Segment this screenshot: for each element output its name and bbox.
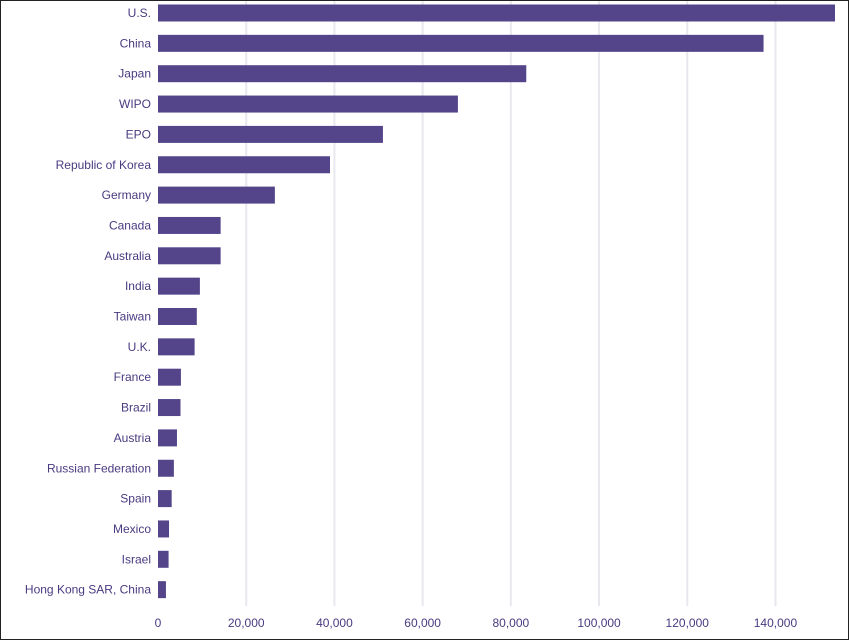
bar[interactable] <box>158 186 275 204</box>
bar[interactable] <box>158 338 195 356</box>
bar[interactable] <box>158 490 172 508</box>
bar[interactable] <box>158 34 764 52</box>
bar[interactable] <box>158 550 169 568</box>
category-label: Australia <box>104 249 151 263</box>
x-tick-label: 100,000 <box>577 616 621 630</box>
category-label: Spain <box>120 492 151 506</box>
bar[interactable] <box>158 308 197 325</box>
category-label: Russian Federation <box>47 461 151 475</box>
x-tick-label: 140,000 <box>754 616 798 630</box>
category-label: India <box>125 279 151 293</box>
category-label: Taiwan <box>114 310 151 324</box>
bar[interactable] <box>158 65 527 83</box>
category-label: France <box>114 370 152 384</box>
bar-layer <box>158 4 835 599</box>
grid-layer <box>245 1 777 606</box>
bar[interactable] <box>158 520 170 538</box>
category-label: EPO <box>126 127 151 141</box>
category-label: Brazil <box>121 401 151 415</box>
bar[interactable] <box>158 459 174 477</box>
x-tick-label: 60,000 <box>404 616 441 630</box>
category-label: U.S. <box>128 6 151 20</box>
category-label: China <box>120 36 152 50</box>
category-labels: U.S. China Japan WIPO EPO Republic of Korea Ge… <box>25 6 151 597</box>
x-tick-label: 20,000 <box>228 616 265 630</box>
category-label: Canada <box>109 218 151 232</box>
bar[interactable] <box>158 429 177 447</box>
category-label: Austria <box>114 431 152 445</box>
bar[interactable] <box>158 277 200 295</box>
bar[interactable] <box>158 581 166 599</box>
x-tick-label: 0 <box>155 616 162 630</box>
bar[interactable] <box>158 247 221 265</box>
category-label: Republic of Korea <box>56 158 152 172</box>
category-label: Hong Kong SAR, China <box>25 583 151 597</box>
category-label: Mexico <box>113 522 151 536</box>
category-label: Germany <box>102 188 151 202</box>
category-label: Israel <box>122 552 151 566</box>
bar[interactable] <box>158 4 835 22</box>
category-label: U.K. <box>128 340 151 354</box>
x-tick-labels: 0 20,000 40,000 60,000 80,000 100,000 120,000 1… <box>155 616 798 630</box>
bar[interactable] <box>158 95 458 113</box>
category-label: WIPO <box>119 97 151 111</box>
bar[interactable] <box>158 368 181 386</box>
x-tick-label: 80,000 <box>492 616 529 630</box>
bar[interactable] <box>158 399 181 417</box>
bar[interactable] <box>158 216 221 234</box>
bar[interactable] <box>158 125 383 143</box>
x-tick-label: 40,000 <box>316 616 353 630</box>
x-tick-label: 120,000 <box>666 616 710 630</box>
bar[interactable] <box>158 156 331 174</box>
category-label: Japan <box>118 67 151 81</box>
